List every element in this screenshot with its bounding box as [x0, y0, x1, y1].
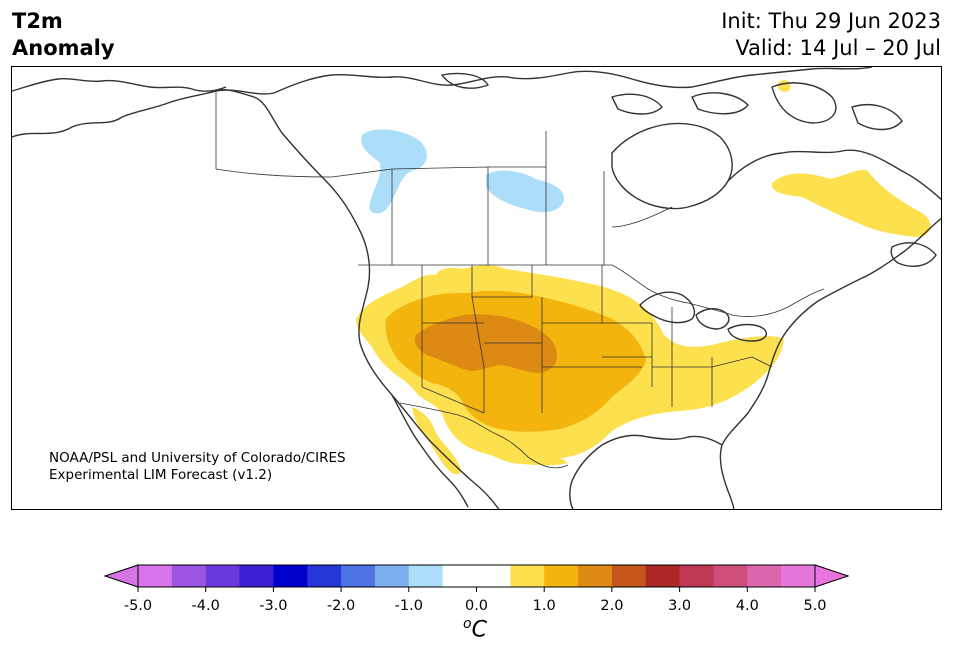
forecast-dates: Init: Thu 29 Jun 2023 Valid: 14 Jul – 20… — [721, 8, 941, 62]
colorbar-cell — [205, 565, 241, 587]
map-credit: NOAA/PSL and University of Colorado/CIRE… — [49, 450, 346, 484]
colorbar-cell — [171, 565, 207, 587]
colorbar-tick-label: 0.0 — [464, 598, 489, 614]
us-mexico-border — [399, 402, 569, 469]
colorbar-cell — [578, 565, 613, 587]
colorbar-cell — [611, 565, 647, 587]
warm-anomaly-quebec — [771, 169, 931, 237]
colorbar-tick-label: -2.0 — [326, 598, 356, 614]
warm-anomaly-baja — [412, 407, 461, 475]
colorbar-cell — [408, 565, 444, 587]
warm-anomaly-mexico — [472, 439, 568, 466]
colorbar-cell — [442, 565, 477, 587]
colorbar-tick-label: 3.0 — [668, 598, 692, 614]
coastlines — [12, 67, 941, 509]
us-canada-border — [358, 264, 825, 317]
pacific-coast — [12, 88, 500, 509]
init-date: Init: Thu 29 Jun 2023 — [721, 9, 941, 33]
colorbar-tick-label: 5.0 — [803, 598, 827, 614]
anomaly-shading — [356, 80, 931, 475]
canada-provinces — [215, 131, 673, 265]
colorbar-cell — [747, 565, 782, 587]
newfoundland — [890, 242, 937, 267]
credit-line-2: Experimental LIM Forecast (v1.2) — [49, 467, 273, 483]
gulf-coast — [569, 434, 723, 509]
colorbar-cell — [544, 565, 579, 587]
warm-anomaly-us-3c — [414, 314, 558, 373]
colorbar-cell — [341, 565, 376, 587]
colorbar-cell — [307, 565, 342, 587]
title-subtitle: Anomaly — [12, 36, 115, 60]
cold-anomaly-central-canada — [486, 170, 564, 213]
colorbar-cell — [273, 565, 308, 587]
title-variable: T2m — [12, 9, 63, 33]
cold-anomaly-west-canada — [361, 129, 427, 214]
baja-peninsula — [391, 394, 469, 508]
colorbar-tick-label: -5.0 — [123, 598, 153, 614]
colorbar-cell — [679, 565, 714, 587]
anomaly-map: NOAA/PSL and University of Colorado/CIRE… — [11, 66, 942, 510]
arctic-coast — [215, 67, 873, 95]
colorbar-tick-label: -4.0 — [191, 598, 220, 614]
alaska-coast — [12, 77, 227, 92]
arctic-islands — [441, 72, 903, 131]
colorbar-extend-low — [103, 564, 139, 588]
colorbar-cell — [713, 565, 748, 587]
colorbar-unit: oC — [463, 616, 487, 642]
political-borders — [215, 91, 825, 469]
colorbar-cell — [138, 565, 173, 587]
unit-degree: o — [463, 616, 472, 632]
colorbar-tick-label: -3.0 — [259, 598, 288, 614]
colorbar-cell — [510, 565, 545, 587]
credit-line-1: NOAA/PSL and University of Colorado/CIRE… — [49, 450, 346, 466]
colorbar-cell — [645, 565, 681, 587]
colorbar-cell — [781, 565, 816, 587]
colorbar-tick-label: -1.0 — [394, 598, 423, 614]
unit-letter: C — [471, 617, 487, 643]
colorbar-cell — [476, 565, 511, 587]
us-states — [421, 265, 773, 414]
colorbar-cell — [374, 565, 410, 587]
atlantic-coast — [719, 149, 941, 509]
colorbar-tick-label: 2.0 — [600, 598, 624, 614]
colorbar-cell — [239, 565, 274, 587]
colorbar — [103, 564, 850, 592]
colorbar-cells — [138, 565, 816, 587]
hudson-bay — [611, 122, 733, 210]
colorbar-tick-label: 4.0 — [735, 598, 759, 614]
map-title: T2m Anomaly — [12, 8, 115, 62]
colorbar-tick-label: 1.0 — [532, 598, 556, 614]
colorbar-ticks — [137, 587, 816, 592]
valid-date: Valid: 14 Jul – 20 Jul — [735, 36, 941, 60]
map-svg — [12, 67, 941, 509]
colorbar-extend-high — [814, 564, 850, 588]
